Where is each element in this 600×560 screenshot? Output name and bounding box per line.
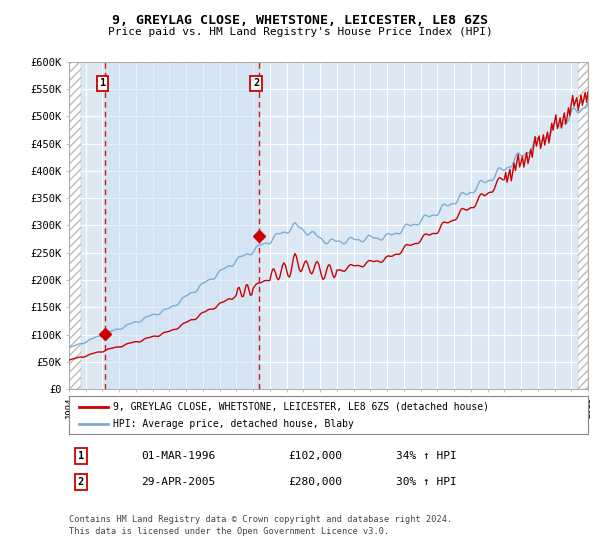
Text: 34% ↑ HPI: 34% ↑ HPI: [396, 451, 457, 461]
Text: 1: 1: [78, 451, 84, 461]
Bar: [105, 62, 259, 389]
Text: Contains HM Land Registry data © Crown copyright and database right 2024.: Contains HM Land Registry data © Crown c…: [69, 515, 452, 524]
Text: 1: 1: [100, 78, 106, 88]
Text: 2: 2: [253, 78, 259, 88]
Text: 9, GREYLAG CLOSE, WHETSTONE, LEICESTER, LE8 6ZS: 9, GREYLAG CLOSE, WHETSTONE, LEICESTER, …: [112, 13, 488, 27]
Text: This data is licensed under the Open Government Licence v3.0.: This data is licensed under the Open Gov…: [69, 528, 389, 536]
Text: 9, GREYLAG CLOSE, WHETSTONE, LEICESTER, LE8 6ZS (detached house): 9, GREYLAG CLOSE, WHETSTONE, LEICESTER, …: [113, 402, 489, 412]
Text: £280,000: £280,000: [288, 477, 342, 487]
Text: 30% ↑ HPI: 30% ↑ HPI: [396, 477, 457, 487]
Text: 01-MAR-1996: 01-MAR-1996: [141, 451, 215, 461]
Text: £102,000: £102,000: [288, 451, 342, 461]
Text: 2: 2: [78, 477, 84, 487]
Text: Price paid vs. HM Land Registry's House Price Index (HPI): Price paid vs. HM Land Registry's House …: [107, 27, 493, 38]
Text: 29-APR-2005: 29-APR-2005: [141, 477, 215, 487]
Text: HPI: Average price, detached house, Blaby: HPI: Average price, detached house, Blab…: [113, 419, 354, 430]
